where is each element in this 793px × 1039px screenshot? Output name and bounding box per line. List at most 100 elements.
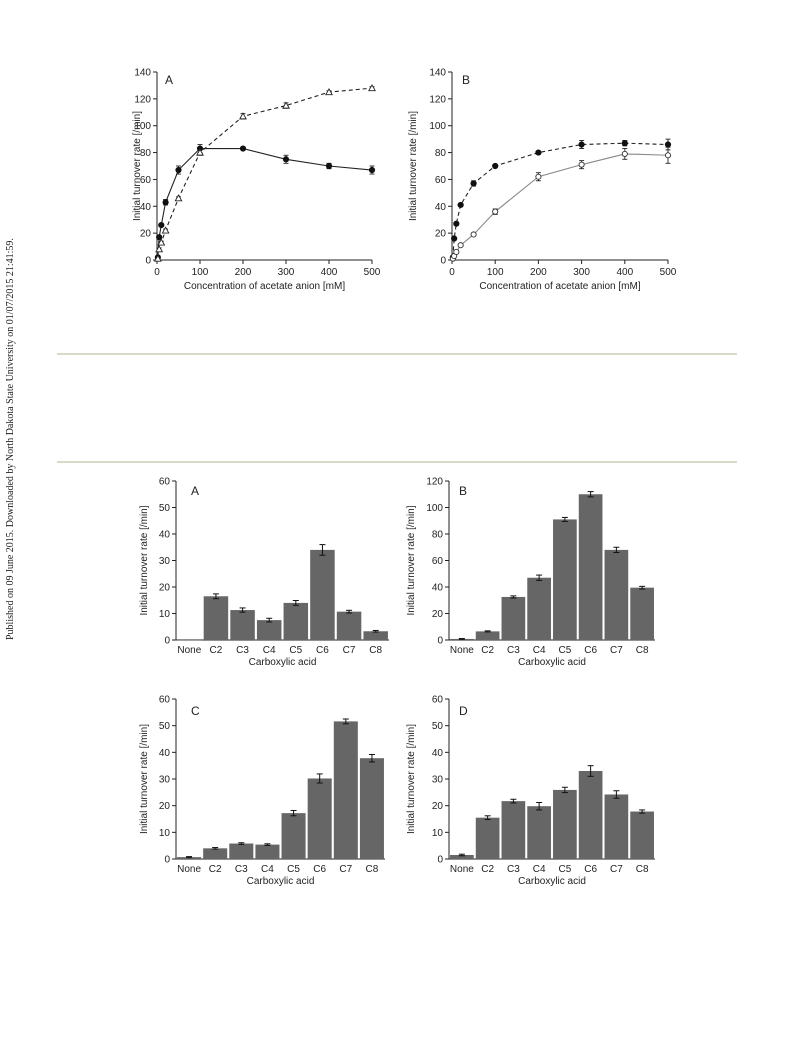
category-label: C8 [636,864,649,875]
series-2-point [470,231,477,238]
x-tick-label: 300 [278,267,295,278]
bar [363,631,388,640]
category-label: C7 [610,645,623,656]
y-tick-label: 60 [432,695,444,706]
series-2-point [157,238,166,246]
y-tick-label: 60 [159,695,171,706]
bar [527,806,551,859]
y-tick-label: 100 [429,121,446,132]
bar [307,778,332,859]
y-tick-label: 30 [159,775,171,786]
category-label: C6 [584,864,597,875]
divider-rule-top [57,353,737,355]
panel-letter: B [462,73,470,87]
category-label: C8 [369,645,382,656]
y-tick-label: 50 [159,721,171,732]
y-tick-label: 40 [432,583,444,594]
panel-letter: C [191,704,200,718]
y-tick-label: 80 [140,148,152,159]
y-tick-label: 50 [159,503,171,514]
series-2-point [453,248,460,255]
x-tick-label: 500 [364,267,381,278]
series-1-point [282,156,290,163]
series-1-point [453,220,460,227]
series-2-point [578,161,585,168]
y-tick-label: 0 [437,636,443,647]
y-tick-label: 80 [432,530,444,541]
panel-letter: A [165,73,173,87]
bar [283,602,309,640]
category-label: None [177,645,201,656]
y-tick-label: 0 [164,855,170,866]
bar [475,631,500,640]
series-1-point [325,162,333,170]
series-1-point [451,235,458,242]
y-axis-label: Initial turnover rate [/min] [408,111,419,221]
category-label: C2 [481,645,494,656]
category-label: C4 [533,645,546,656]
x-tick-label: 0 [154,267,160,278]
bar [501,801,526,859]
category-label: C3 [236,645,249,656]
category-label: C7 [339,864,352,875]
category-label: C5 [558,645,571,656]
bar [281,813,306,859]
y-tick-label: 100 [134,121,151,132]
category-label: C4 [261,864,274,875]
category-label: C3 [507,864,520,875]
x-axis-label: Carboxylic acid [247,876,315,887]
y-tick-label: 20 [432,609,444,620]
category-label: C8 [636,645,649,656]
series-2-point [153,254,162,262]
series-1-line [157,147,373,258]
bar [578,494,603,640]
bar [501,596,526,640]
x-tick-label: 500 [660,267,677,278]
category-label: C5 [287,864,300,875]
panel-letter: D [459,704,468,718]
y-tick-label: 10 [159,828,171,839]
x-tick-label: 0 [449,267,455,278]
y-tick-label: 60 [159,477,171,488]
x-axis-label: Carboxylic acid [518,876,586,887]
x-tick-label: 100 [487,267,504,278]
bar [229,843,254,859]
y-tick-label: 0 [437,855,443,866]
x-tick-label: 400 [321,267,338,278]
x-axis-label: Concentration of acetate anion [mM] [184,281,345,292]
y-tick-label: 10 [432,828,444,839]
bar [255,844,280,859]
y-tick-label: 60 [140,175,152,186]
category-label: C6 [584,645,597,656]
series-1-point [578,141,585,148]
series-1-point [156,234,163,241]
y-tick-label: 40 [140,202,152,213]
series-2-point [161,226,170,234]
series-1-point [158,221,165,229]
category-label: None [450,864,474,875]
bar [310,549,335,640]
category-label: C8 [366,864,379,875]
bar [630,811,654,859]
y-tick-label: 0 [164,636,170,647]
category-label: C6 [316,645,329,656]
category-label: C4 [533,864,546,875]
x-tick-label: 200 [235,267,252,278]
panel-letter: A [191,484,199,498]
series-2-point [457,242,464,249]
series-1-point [535,149,542,156]
series-2-point [368,83,376,92]
y-axis-label: Initial turnover rate [/min] [132,111,143,221]
series-2-point [282,101,290,109]
y-tick-label: 40 [435,202,447,213]
y-tick-label: 40 [432,748,444,759]
series-2-point [174,194,183,202]
series-2-point [492,208,499,215]
series-2-point [196,148,204,156]
series-2-point [621,150,628,157]
series-1-point [470,180,477,187]
category-label: None [450,645,474,656]
